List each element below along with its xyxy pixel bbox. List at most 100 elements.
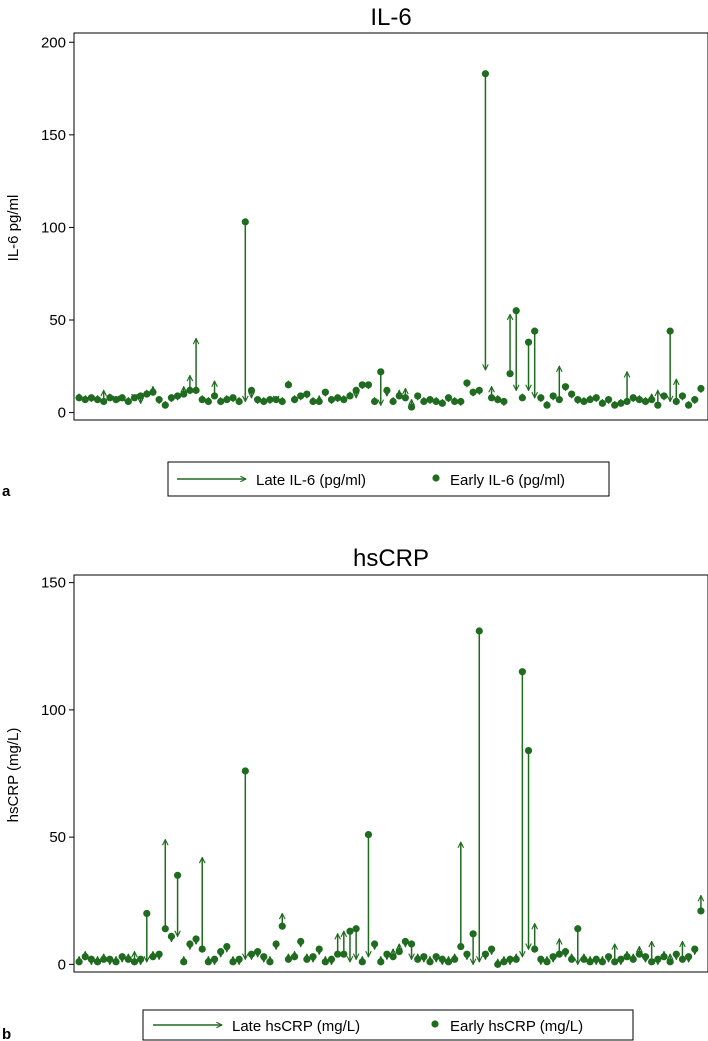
early-point: [81, 953, 89, 961]
early-point: [210, 392, 219, 400]
plot-frame: [73, 574, 708, 973]
early-point: [93, 958, 102, 966]
early-point: [124, 397, 132, 406]
early-point: [420, 397, 428, 406]
early-point: [118, 953, 126, 961]
plot-frame: [73, 32, 708, 421]
early-point: [648, 958, 656, 966]
early-point: [167, 932, 176, 940]
early-point: [106, 394, 114, 402]
early-point: [629, 955, 637, 963]
y-tick-label: 150: [41, 127, 66, 144]
chart-title: IL-6: [370, 4, 411, 31]
early-point: [617, 399, 625, 407]
early-point: [524, 746, 533, 755]
early-point: [352, 386, 360, 394]
early-point: [481, 70, 490, 78]
early-point: [463, 950, 471, 958]
early-point: [321, 958, 329, 966]
early-point: [568, 955, 576, 963]
early-point: [641, 397, 650, 406]
early-point: [555, 396, 563, 404]
early-point: [217, 397, 225, 406]
early-point: [438, 399, 446, 407]
early-point: [586, 958, 594, 966]
early-point: [247, 386, 256, 394]
early-point: [192, 935, 200, 943]
y-tick-label: 100: [41, 219, 66, 236]
early-point: [210, 955, 219, 963]
early-point: [321, 388, 329, 396]
early-point: [666, 958, 674, 966]
early-point: [660, 953, 668, 961]
early-point: [475, 386, 483, 394]
early-point: [457, 397, 465, 406]
early-point: [623, 953, 631, 961]
early-point: [334, 394, 342, 402]
early-point: [469, 388, 477, 396]
early-point: [186, 940, 194, 948]
early-point: [604, 396, 613, 404]
early-point: [685, 953, 693, 961]
early-point: [654, 401, 662, 409]
early-point: [494, 960, 502, 968]
early-point: [315, 945, 323, 953]
early-point: [124, 955, 132, 963]
early-point: [309, 397, 317, 406]
early-point: [315, 397, 323, 406]
early-point: [487, 394, 496, 402]
early-point: [641, 953, 650, 961]
early-point: [543, 958, 551, 966]
early-point: [297, 392, 305, 400]
early-point: [500, 958, 508, 966]
early-point: [531, 945, 539, 953]
early-point: [93, 396, 102, 404]
early-point: [580, 955, 588, 963]
early-point: [149, 388, 157, 396]
early-point: [623, 397, 631, 406]
early-point: [303, 390, 311, 398]
early-point: [531, 327, 539, 335]
data-marks: [75, 70, 705, 411]
early-point: [235, 955, 243, 963]
early-point: [494, 396, 502, 404]
early-point: [611, 401, 619, 409]
early-point: [537, 394, 545, 402]
early-point: [241, 767, 249, 775]
early-point: [574, 925, 582, 933]
early-point: [100, 955, 108, 963]
early-point: [161, 925, 169, 933]
y-axis-ticks: 0 50 100 150: [41, 575, 74, 973]
early-point: [592, 955, 600, 963]
early-point: [617, 955, 625, 963]
early-point: [377, 368, 385, 376]
early-point: [555, 950, 563, 958]
early-point: [420, 953, 428, 961]
early-point: [407, 403, 416, 411]
early-point: [155, 396, 163, 404]
early-point: [260, 953, 268, 961]
early-point: [629, 394, 637, 402]
early-point: [395, 392, 403, 400]
early-point: [685, 401, 693, 409]
early-point: [512, 307, 520, 315]
early-point: [426, 958, 434, 966]
early-point: [592, 394, 600, 402]
y-axis-label: IL-6 pg/ml: [5, 195, 22, 262]
early-point: [290, 396, 299, 404]
early-point: [254, 948, 262, 956]
early-point: [198, 945, 206, 953]
y-tick-label: 0: [58, 405, 66, 422]
early-point: [155, 950, 163, 958]
legend: Late IL-6 (pg/ml) Early IL-6 (pg/ml): [167, 461, 610, 497]
early-point: [401, 937, 409, 946]
early-point: [229, 958, 237, 966]
early-point: [340, 950, 348, 958]
early-point: [407, 940, 416, 948]
early-point: [666, 327, 674, 335]
early-point: [506, 370, 514, 378]
legend-label-late: Late IL-6 (pg/ml): [256, 472, 366, 489]
early-point: [130, 958, 139, 966]
early-point: [241, 218, 249, 226]
legend: Late hsCRP (mg/L) Early hsCRP (mg/L): [142, 1009, 634, 1041]
